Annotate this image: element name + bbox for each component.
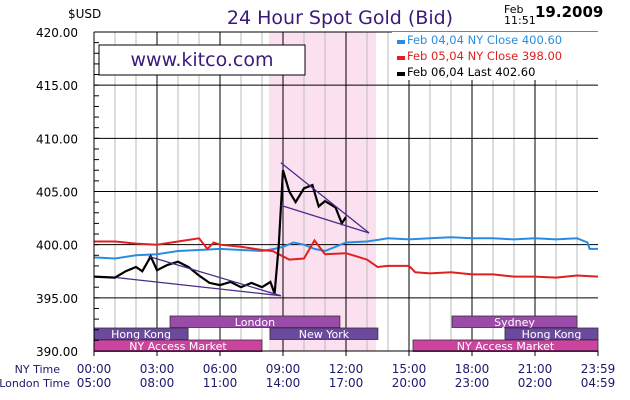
legend-swatch (397, 72, 405, 76)
timestamp-time-small: 11:51 (504, 14, 536, 27)
session-label: New York (299, 328, 350, 341)
x-tick-label-london: 02:00 (518, 376, 553, 390)
trendline (280, 162, 370, 234)
x-tick-label-london: 20:00 (392, 376, 427, 390)
x-tick-label-ny: 21:00 (518, 362, 553, 376)
x-tick-label-ny: 03:00 (140, 362, 175, 376)
series-line-1 (94, 237, 599, 279)
watermark-box (98, 44, 306, 76)
chart-title: 24 Hour Spot Gold (Bid) (227, 7, 453, 29)
x-tick-label-london: 17:00 (329, 376, 364, 390)
session-label: Hong Kong (522, 328, 582, 341)
timestamp-date-small: Feb (504, 3, 523, 16)
session-label: NY Access Market (457, 340, 555, 353)
x-tick-label-ny: 06:00 (203, 362, 238, 376)
x-tick-label-london: 11:00 (203, 376, 238, 390)
legend-swatch (397, 40, 405, 44)
x-tick-label-london: 05:00 (77, 376, 112, 390)
y-tick-label: 390.00 (36, 345, 78, 359)
legend-swatch (397, 56, 405, 60)
x-tick-label-ny: 18:00 (455, 362, 490, 376)
x-tick-label-ny: 15:00 (392, 362, 427, 376)
x-tick-label-london: 23:00 (455, 376, 490, 390)
legend-entry: Feb 06,04 Last 402.60 (407, 65, 535, 79)
timestamp-date-big: 19.2009 (535, 3, 603, 21)
legend-box (392, 32, 598, 80)
legend-entry: Feb 04,04 NY Close 400.60 (407, 33, 562, 47)
y-tick-label: 405.00 (36, 186, 78, 200)
series-line-0 (93, 236, 598, 260)
session-bar (269, 327, 379, 340)
x-tick-label-london: 08:00 (140, 376, 175, 390)
x-tick-label-london: 04:59 (581, 376, 616, 390)
y-tick-label: 420.00 (36, 26, 78, 40)
y-tick-label: 395.00 (36, 292, 78, 306)
x-tick-label-london: 14:00 (266, 376, 301, 390)
session-bar (451, 315, 578, 328)
session-label: Sydney (494, 316, 535, 329)
y-tick-label: 410.00 (36, 132, 78, 146)
session-bar (169, 315, 341, 328)
y-tick-label: 400.00 (36, 239, 78, 253)
x-tick-label-ny: 23:59 (581, 362, 616, 376)
session-label: NY Access Market (129, 340, 227, 353)
trendline (117, 276, 281, 297)
x-tick-label-ny: 12:00 (329, 362, 364, 376)
y-axis-unit-label: $USD (68, 7, 101, 21)
trendline (148, 255, 282, 297)
x-row-label-ny: NY Time (15, 363, 61, 376)
trendline (280, 204, 370, 234)
y-tick-label: 415.00 (36, 79, 78, 93)
session-label: London (235, 316, 275, 329)
x-row-label-london: London Time (0, 377, 70, 390)
x-tick-label-ny: 00:00 (77, 362, 112, 376)
watermark-text: www.kitco.com (130, 49, 273, 71)
legend-entry: Feb 05,04 NY Close 398.00 (407, 49, 562, 63)
session-bar (504, 327, 599, 340)
x-tick-label-ny: 09:00 (266, 362, 301, 376)
session-label: Hong Kong (111, 328, 171, 341)
